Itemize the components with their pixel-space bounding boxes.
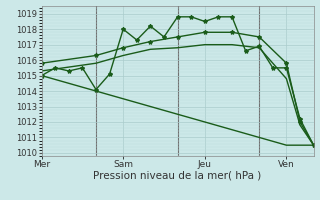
X-axis label: Pression niveau de la mer( hPa ): Pression niveau de la mer( hPa ) [93,171,262,181]
